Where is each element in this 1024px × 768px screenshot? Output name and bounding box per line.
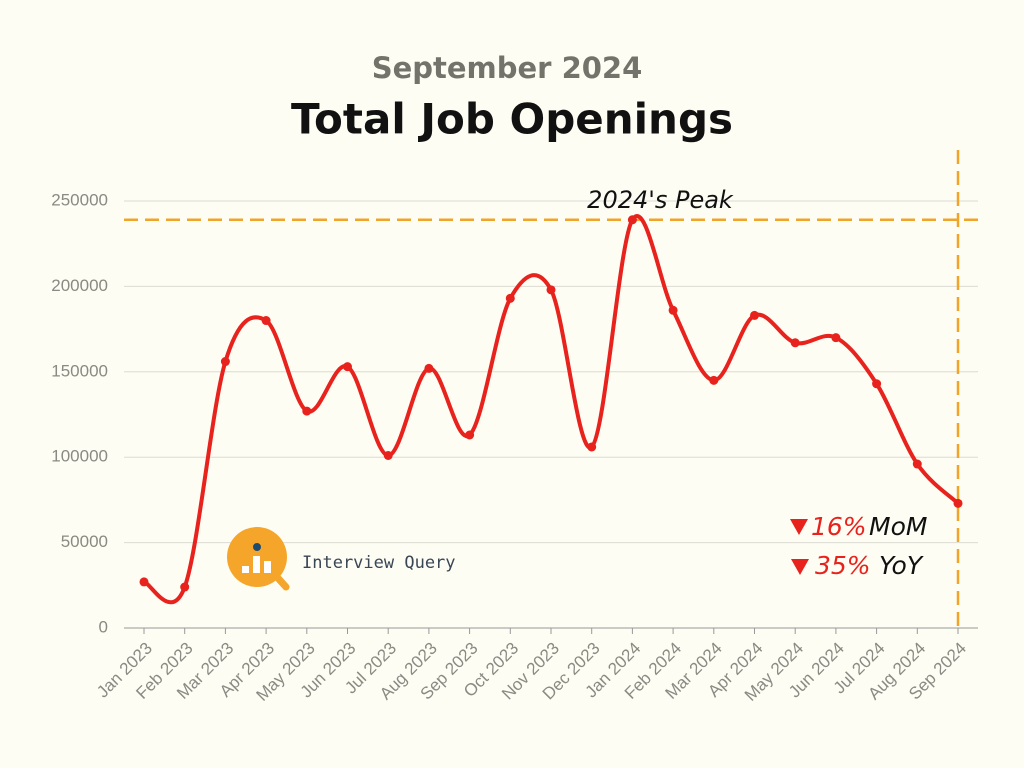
- y-tick-label: 100000: [51, 447, 108, 466]
- data-point: [709, 375, 719, 385]
- data-point: [912, 459, 922, 469]
- logo-bar: [253, 556, 260, 573]
- data-point: [587, 442, 597, 452]
- data-point: [627, 215, 637, 225]
- y-tick-label: 50000: [61, 532, 108, 551]
- mom-change: 16%: [811, 512, 867, 541]
- data-point: [383, 450, 393, 460]
- data-point: [424, 363, 434, 373]
- y-tick-label: 200000: [51, 276, 108, 295]
- chart-title: Total Job Openings: [291, 95, 733, 144]
- data-point: [546, 285, 556, 295]
- y-tick-label: 0: [99, 617, 108, 636]
- data-point: [302, 406, 312, 416]
- chart-subtitle: September 2024: [372, 51, 643, 85]
- data-point: [750, 310, 759, 320]
- data-point: [953, 498, 963, 508]
- data-point: [343, 362, 352, 372]
- data-point: [872, 379, 882, 389]
- down-arrow: [790, 519, 808, 535]
- y-tick-label: 250000: [51, 190, 108, 209]
- mom-label: MoM: [869, 512, 927, 541]
- data-point: [261, 316, 271, 326]
- down-arrow: [791, 559, 809, 575]
- data-point: [139, 577, 149, 587]
- data-point: [465, 430, 475, 440]
- yoy-change: 35%: [815, 551, 871, 580]
- y-tick-label: 150000: [51, 361, 108, 380]
- logo-bar: [242, 566, 249, 573]
- logo-dot: [253, 543, 261, 551]
- data-point: [668, 305, 678, 315]
- peak-label: 2024's Peak: [587, 186, 734, 214]
- yoy-label: YoY: [879, 551, 924, 580]
- data-point: [505, 293, 515, 303]
- logo: Interview Query: [227, 527, 456, 591]
- logo-handle: [273, 573, 290, 591]
- data-point: [831, 333, 841, 343]
- logo-bar: [264, 561, 271, 573]
- data-point: [180, 582, 190, 592]
- data-point: [220, 357, 230, 367]
- brand-text: Interview Query: [302, 553, 456, 573]
- data-point: [790, 338, 800, 348]
